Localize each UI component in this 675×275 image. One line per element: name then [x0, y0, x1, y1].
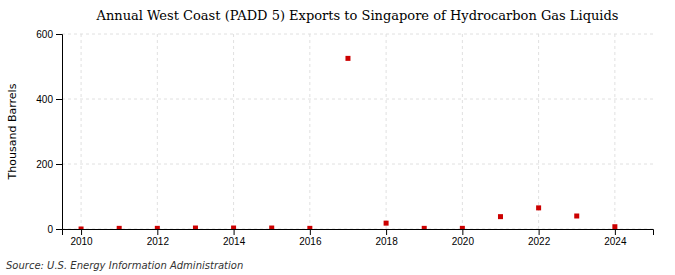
y-axis-label: Thousand Barrels — [6, 83, 19, 180]
x-tick-label: 2018 — [375, 236, 398, 247]
y-tick-mark — [56, 99, 62, 100]
x-tick-label: 2022 — [528, 236, 551, 247]
x-tick-label: 2014 — [223, 236, 246, 247]
x-tick-mark — [234, 229, 235, 235]
x-axis-line — [63, 230, 654, 236]
point — [536, 205, 541, 210]
point — [612, 224, 617, 229]
grid-line-x — [462, 34, 463, 229]
grid-line-x — [614, 34, 615, 229]
grid-line-x — [386, 34, 387, 229]
title: Annual West Coast (PADD 5) Exports to Si… — [96, 8, 619, 23]
chart-svg: 2010 2012 2014 2016 2018 2020 2022 2024 0 200 400 6… — [0, 0, 675, 275]
grid-line-x — [81, 34, 82, 229]
y-tick-label: 600 — [36, 29, 53, 40]
x-tick-mark — [81, 229, 82, 235]
grid-line-y — [62, 34, 653, 35]
point — [498, 214, 503, 219]
x-axis: 2010 2012 2014 2016 2018 2020 2022 2024 — [63, 229, 654, 247]
y-axis: 0 200 400 600 — [36, 29, 62, 235]
x-tick: 2022 — [528, 229, 551, 247]
x-tick: 2024 — [604, 229, 627, 247]
x-tick-mark — [386, 229, 387, 235]
x-tick-label: 2016 — [299, 236, 322, 247]
point — [193, 226, 198, 229]
x-tick: 2014 — [223, 229, 246, 247]
y-tick-label: 0 — [47, 224, 53, 235]
y-tick: 400 — [36, 94, 62, 105]
x-tick-mark — [310, 229, 311, 235]
source: Source: U.S. Energy Information Administ… — [6, 260, 243, 271]
grid-line-y — [62, 164, 653, 165]
x-tick-label: 2020 — [452, 236, 475, 247]
x-tick-label: 2010 — [70, 236, 93, 247]
grid-line-x — [309, 34, 310, 229]
x-tick-mark — [539, 229, 540, 235]
x-tick: 2010 — [70, 229, 93, 247]
point — [460, 226, 465, 229]
x-tick-label: 2024 — [604, 236, 627, 247]
point — [117, 226, 122, 229]
point — [384, 221, 389, 226]
y-tick-label: 400 — [36, 94, 53, 105]
point — [574, 214, 579, 219]
grid — [62, 34, 653, 229]
grid-line-y — [62, 99, 653, 100]
x-tick: 2020 — [452, 229, 475, 247]
x-tick: 2018 — [375, 229, 398, 247]
point — [231, 226, 236, 229]
point — [79, 227, 84, 230]
point — [345, 56, 350, 61]
x-tick-mark — [157, 229, 158, 235]
grid-line-x — [233, 34, 234, 229]
point — [155, 226, 160, 229]
x-tick: 2016 — [299, 229, 322, 247]
points — [79, 56, 618, 229]
y-tick: 600 — [36, 29, 62, 40]
point — [422, 226, 427, 229]
grid-line-x — [538, 34, 539, 229]
x-tick-mark — [615, 229, 616, 235]
y-tick-mark — [56, 34, 62, 35]
y-tick-mark — [56, 229, 62, 230]
y-tick: 0 — [47, 224, 62, 235]
point — [269, 226, 274, 229]
grid-line-x — [157, 34, 158, 229]
y-axis-line — [56, 35, 63, 230]
x-tick-mark — [462, 229, 463, 235]
y-tick-label: 200 — [36, 159, 53, 170]
x-tick: 2012 — [147, 229, 170, 247]
plot-area: 2010 2012 2014 2016 2018 2020 2022 2024 0 200 400 6… — [36, 29, 653, 247]
y-tick-mark — [56, 164, 62, 165]
point — [307, 226, 312, 229]
y-tick: 200 — [36, 159, 62, 170]
x-tick-label: 2012 — [147, 236, 170, 247]
